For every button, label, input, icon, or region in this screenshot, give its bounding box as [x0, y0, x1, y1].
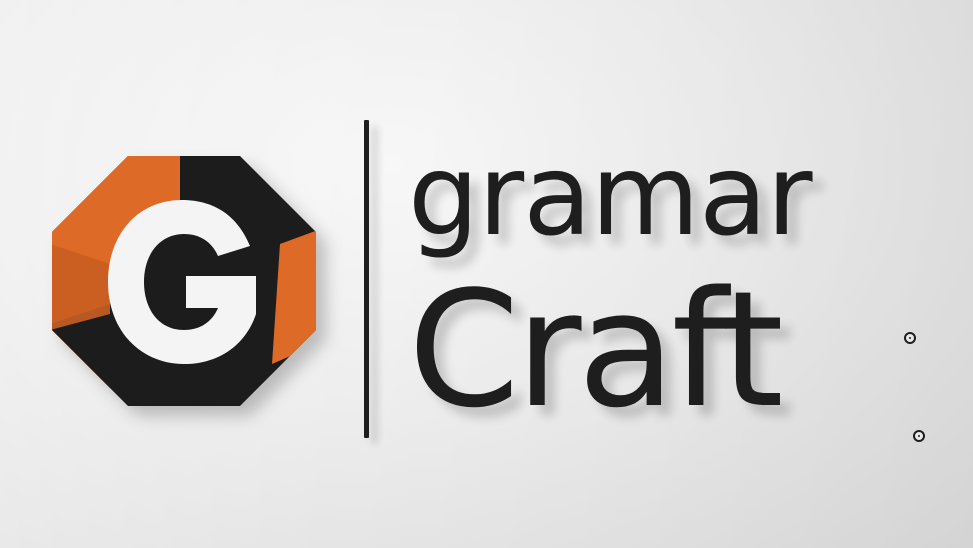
wordmark-line-craft: Craft: [408, 256, 784, 443]
g-emblem-graphic: [52, 156, 316, 406]
emblem-g-letter: [108, 200, 256, 364]
vertical-divider: [364, 120, 369, 438]
wordmark: gramar Craft: [408, 120, 948, 450]
wordmark-line-gramar: gramar: [408, 131, 813, 261]
g-emblem-logo: [50, 154, 318, 408]
emblem-octagon: [52, 156, 316, 406]
emblem-orange-right: [272, 230, 316, 364]
registered-mark-icon: [904, 332, 916, 344]
registered-mark-icon: [913, 430, 925, 442]
